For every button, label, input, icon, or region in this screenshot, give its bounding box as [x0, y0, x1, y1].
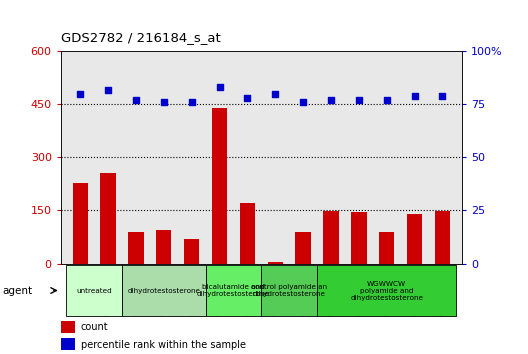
Text: bicalutamide and
dihydrotestosterone: bicalutamide and dihydrotestosterone [197, 284, 270, 297]
Bar [128, 232, 144, 263]
Bar [184, 239, 200, 263]
Bar [429, 51, 456, 263]
Bar [212, 108, 227, 263]
Bar [401, 51, 429, 263]
Bar [205, 51, 233, 263]
Bar [261, 264, 317, 316]
Bar [289, 51, 317, 263]
Bar [122, 264, 205, 316]
Bar [345, 51, 373, 263]
Text: percentile rank within the sample: percentile rank within the sample [81, 339, 246, 350]
Bar [233, 51, 261, 263]
Bar [94, 51, 122, 263]
Point [355, 97, 363, 103]
Bar [72, 183, 88, 263]
Text: dihydrotestosterone: dihydrotestosterone [127, 287, 200, 293]
Text: agent: agent [3, 286, 33, 296]
Point [104, 87, 112, 92]
Point [243, 95, 252, 101]
Bar [61, 338, 75, 350]
Bar [67, 51, 94, 263]
Bar [150, 51, 178, 263]
Point [299, 99, 307, 105]
Text: control polyamide an
dihydrotestosterone: control polyamide an dihydrotestosterone [251, 284, 327, 297]
Bar [178, 51, 205, 263]
Bar [317, 51, 345, 263]
Point [187, 99, 196, 105]
Text: count: count [81, 322, 108, 332]
Point [215, 85, 224, 90]
Bar [240, 204, 255, 263]
Bar [61, 321, 75, 333]
Point [410, 93, 419, 99]
Bar [67, 264, 122, 316]
Text: WGWWCW
polyamide and
dihydrotestosterone: WGWWCW polyamide and dihydrotestosterone [350, 280, 423, 301]
Point [438, 93, 447, 99]
Bar [407, 214, 422, 263]
Bar [379, 232, 394, 263]
Bar [100, 173, 116, 263]
Bar [268, 262, 283, 263]
Bar [156, 230, 172, 263]
Point [383, 97, 391, 103]
Text: untreated: untreated [76, 287, 112, 293]
Bar [435, 211, 450, 263]
Bar [323, 211, 338, 263]
Bar [122, 51, 150, 263]
Text: GDS2782 / 216184_s_at: GDS2782 / 216184_s_at [61, 31, 221, 44]
Bar [351, 212, 366, 263]
Bar [261, 51, 289, 263]
Point [76, 91, 84, 97]
Point [132, 97, 140, 103]
Point [271, 91, 279, 97]
Point [327, 97, 335, 103]
Bar [373, 51, 401, 263]
Bar [296, 232, 311, 263]
Bar [317, 264, 456, 316]
Bar [205, 264, 261, 316]
Point [159, 99, 168, 105]
